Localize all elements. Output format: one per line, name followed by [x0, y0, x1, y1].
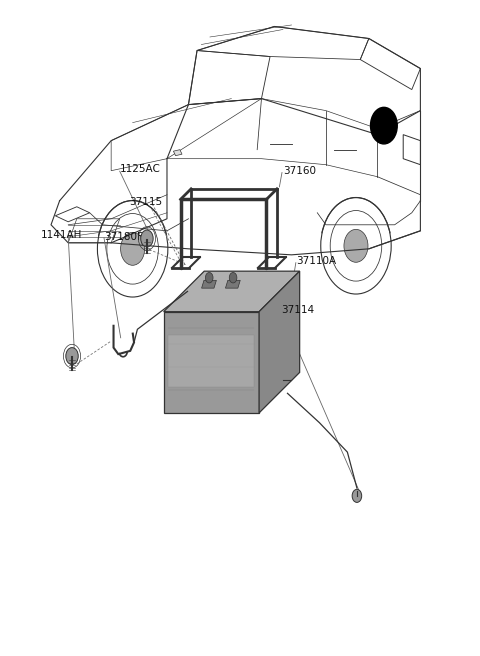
- Circle shape: [66, 348, 78, 365]
- Circle shape: [352, 489, 362, 502]
- Text: 37110A: 37110A: [296, 256, 336, 266]
- Polygon shape: [202, 280, 216, 288]
- Text: 1125AC: 1125AC: [120, 164, 161, 174]
- Circle shape: [205, 272, 213, 283]
- Text: 1141AH: 1141AH: [40, 230, 82, 240]
- Polygon shape: [259, 271, 300, 413]
- Polygon shape: [173, 150, 182, 155]
- Circle shape: [229, 272, 237, 283]
- Polygon shape: [168, 335, 254, 387]
- Text: 37180F: 37180F: [104, 232, 143, 241]
- Circle shape: [141, 230, 153, 247]
- Polygon shape: [226, 280, 240, 288]
- Circle shape: [120, 232, 144, 265]
- Text: 37114: 37114: [281, 304, 315, 315]
- Polygon shape: [164, 271, 300, 312]
- Circle shape: [371, 108, 397, 144]
- Text: 37115: 37115: [129, 197, 162, 207]
- Circle shape: [344, 230, 368, 262]
- Text: 37160: 37160: [283, 166, 316, 176]
- Polygon shape: [164, 312, 259, 413]
